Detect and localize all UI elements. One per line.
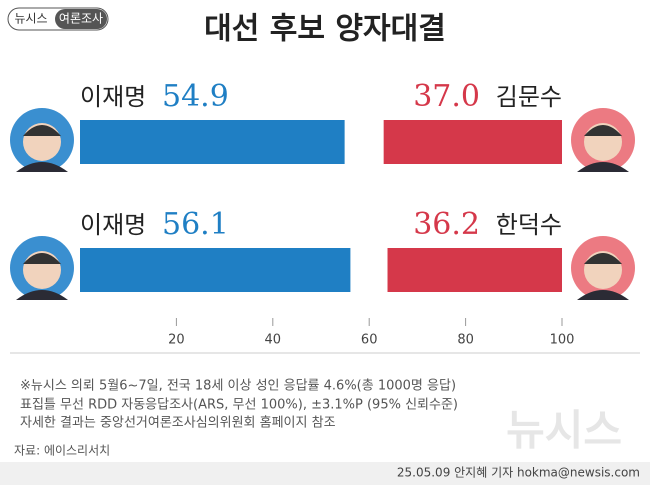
x-tick-label: 80 (457, 333, 474, 348)
footer-bar (0, 462, 650, 485)
photo-hair (584, 125, 622, 136)
note: 자세한 결과는 중앙선거여론조사심의위원회 홈페이지 참조 (20, 416, 336, 431)
x-tick-label: 60 (361, 333, 378, 348)
photo-suit (16, 162, 68, 172)
candidate-name: 이재명 (80, 211, 146, 239)
photo-suit (577, 162, 629, 172)
value-label: 54.9 (162, 79, 229, 114)
photo-hair (23, 125, 61, 136)
badge-fill (55, 9, 107, 29)
bar-left (80, 248, 351, 292)
bar-right (387, 248, 562, 292)
watermark: 뉴시스 (506, 406, 622, 455)
photo-suit (577, 290, 629, 300)
chart-title: 대선 후보 양자대결 (204, 12, 446, 47)
value-label: 56.1 (162, 207, 229, 242)
badge-label: 여론조사 (59, 12, 103, 26)
source: 자료: 에이스리서치 (14, 444, 110, 458)
badge-brand: 뉴시스 (14, 12, 47, 26)
x-tick-label: 100 (550, 333, 575, 348)
byline: 25.05.09 안지혜 기자 hokma@newsis.com (397, 466, 640, 480)
candidate-name: 김문수 (496, 83, 562, 111)
photo-hair (23, 253, 61, 264)
bar-left (80, 120, 345, 164)
note: 표집틀 무선 RDD 자동응답조사(ARS, 무선 100%), ±3.1%P … (20, 398, 458, 413)
candidate-name: 이재명 (80, 83, 146, 111)
x-tick-label: 40 (265, 333, 282, 348)
photo-suit (16, 290, 68, 300)
candidate-name: 한덕수 (496, 211, 562, 239)
value-label: 37.0 (413, 79, 480, 114)
x-tick-label: 20 (168, 333, 185, 348)
note: ※뉴시스 의뢰 5월6~7일, 전국 18세 이상 성인 응답률 4.6%(총 … (20, 379, 456, 394)
photo-hair (584, 253, 622, 264)
bar-right (383, 120, 562, 164)
value-label: 36.2 (413, 207, 480, 242)
